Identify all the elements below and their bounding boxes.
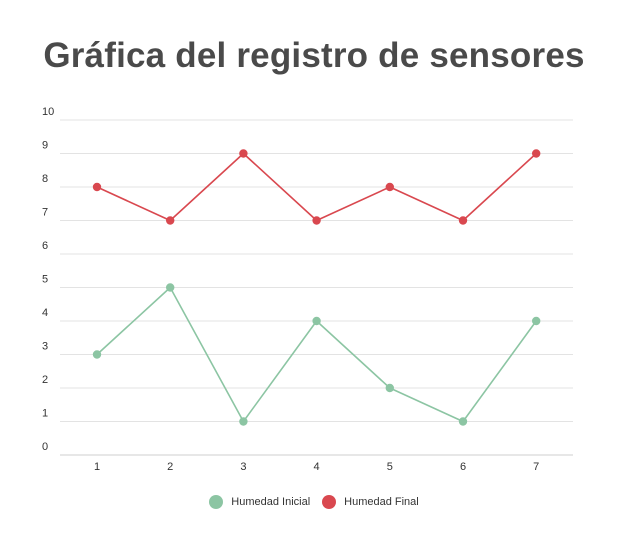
data-point <box>458 417 468 426</box>
data-point <box>532 149 541 158</box>
y-tick-label: 10 <box>42 106 54 118</box>
y-tick-label: 1 <box>42 408 48 420</box>
legend-swatch <box>322 495 337 509</box>
x-tick-label: 1 <box>94 461 100 473</box>
x-tick-label: 2 <box>167 461 173 473</box>
data-point <box>532 316 541 326</box>
x-tick-label: 4 <box>314 461 320 473</box>
y-axis-ticks: 0 1 2 3 4 5 6 7 8 9 10 <box>42 106 54 453</box>
legend-item: Humedad Final <box>322 495 419 509</box>
y-tick-label: 3 <box>42 341 48 353</box>
data-point <box>92 350 102 359</box>
legend-label: Humedad Final <box>344 496 419 508</box>
data-point <box>458 216 468 225</box>
y-tick-label: 2 <box>42 374 48 386</box>
y-tick-label: 8 <box>42 173 48 185</box>
legend-label: Humedad Inicial <box>231 496 311 508</box>
y-tick-label: 6 <box>42 240 48 252</box>
chart-title: Gráfica del registro de sensores <box>43 36 585 75</box>
data-point <box>166 283 175 292</box>
legend-item: Humedad Inicial <box>209 495 310 509</box>
data-point <box>312 316 321 326</box>
x-tick-label: 3 <box>240 461 246 473</box>
x-tick-label: 5 <box>387 461 393 473</box>
data-point <box>92 182 102 192</box>
x-tick-label: 7 <box>533 461 539 473</box>
data-point <box>239 149 248 158</box>
x-tick-label: 6 <box>460 461 466 473</box>
data-point <box>166 216 175 225</box>
y-tick-label: 7 <box>42 207 48 219</box>
data-point <box>312 216 321 225</box>
y-tick-label: 4 <box>42 307 48 319</box>
x-axis-ticks: 1 2 3 4 5 6 7 <box>94 461 539 473</box>
y-tick-label: 5 <box>42 274 48 286</box>
data-point <box>239 417 248 426</box>
legend-swatch <box>209 495 224 509</box>
series-points <box>92 149 541 426</box>
y-tick-label: 9 <box>42 140 48 152</box>
legend: Humedad Inicial Humedad Final <box>0 495 628 509</box>
gridlines <box>60 119 573 422</box>
data-point <box>385 383 394 393</box>
y-tick-label: 0 <box>42 441 48 453</box>
data-point <box>385 182 394 192</box>
